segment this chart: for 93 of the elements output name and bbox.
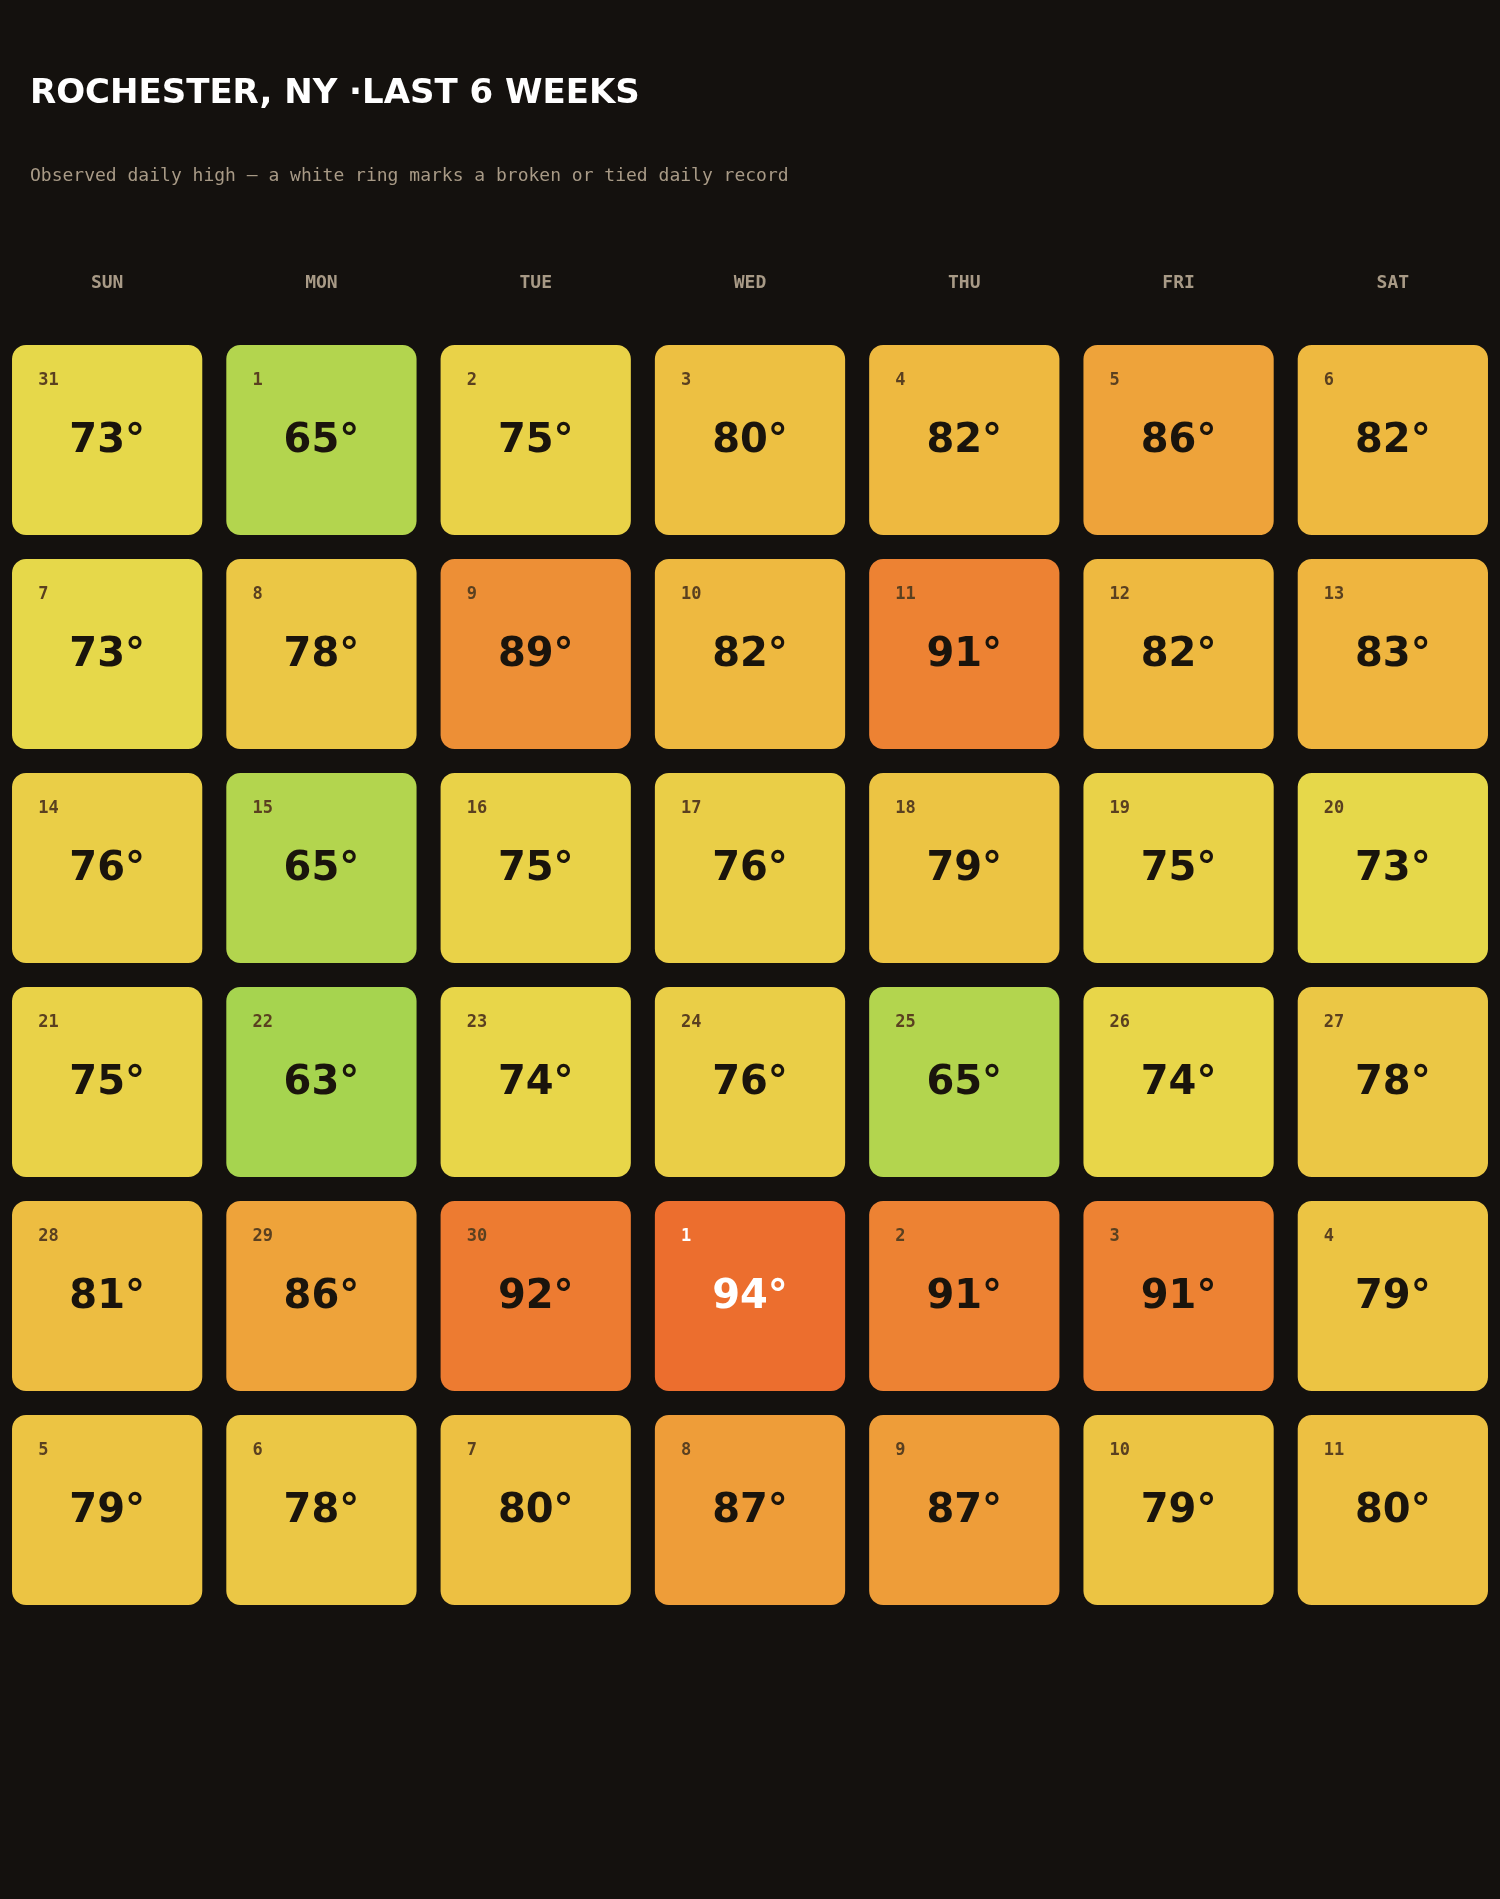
- data-label: 91°: [926, 1271, 1003, 1317]
- annotation: 12: [1109, 583, 1131, 603]
- annotation: 31: [38, 369, 59, 389]
- annotation: 16: [466, 797, 488, 817]
- annotation: 18: [895, 797, 916, 817]
- data-label: 80°: [1355, 1485, 1431, 1531]
- data-label: 78°: [283, 1485, 360, 1531]
- x-tick-label: MON: [305, 270, 338, 292]
- annotation: 28: [38, 1225, 59, 1245]
- annotation: 20: [1323, 797, 1345, 817]
- annotation: 8: [681, 1439, 692, 1459]
- data-label: 75°: [1140, 843, 1217, 889]
- annotation: 5: [38, 1439, 49, 1459]
- data-label: 73°: [69, 415, 145, 461]
- data-label: 81°: [69, 1271, 145, 1317]
- annotation: 9: [466, 583, 477, 603]
- data-label: 87°: [926, 1485, 1003, 1531]
- annotation: 21: [38, 1011, 59, 1031]
- annotation: 3: [681, 369, 692, 389]
- data-label: 65°: [283, 415, 360, 461]
- data-label: 76°: [712, 1057, 788, 1103]
- data-label: 65°: [926, 1057, 1003, 1103]
- annotation: 11: [1323, 1439, 1345, 1459]
- data-label: 82°: [1140, 629, 1217, 675]
- annotation: 23: [466, 1011, 488, 1031]
- data-label: 73°: [69, 629, 145, 675]
- annotation: 25: [895, 1011, 916, 1031]
- annotation: 26: [1109, 1011, 1131, 1031]
- annotation: 5: [1109, 369, 1120, 389]
- data-label: 83°: [1355, 629, 1431, 675]
- annotation: 10: [1109, 1439, 1131, 1459]
- data-label: 79°: [926, 843, 1003, 889]
- annotation: 15: [252, 797, 273, 817]
- chart-title: ROCHESTER, NY ·LAST 6 WEEKS: [30, 71, 640, 111]
- annotation: 3: [1109, 1225, 1120, 1245]
- annotation: 4: [1323, 1225, 1335, 1245]
- data-label: 76°: [712, 843, 788, 889]
- annotation: 17: [681, 797, 702, 817]
- annotation: 30: [466, 1225, 488, 1245]
- annotation: 1: [681, 1225, 692, 1245]
- x-tick-label: THU: [948, 270, 981, 292]
- data-label: 79°: [69, 1485, 145, 1531]
- x-tick-label: SUN: [90, 270, 124, 292]
- annotation: 6: [252, 1439, 263, 1459]
- data-label: 75°: [69, 1057, 145, 1103]
- chart-subtitle: Observed daily high — a white ring marks a broken or tied daily record: [30, 164, 789, 185]
- data-label: 80°: [712, 415, 788, 461]
- data-label: 78°: [283, 629, 360, 675]
- data-label: 86°: [1140, 415, 1217, 461]
- annotation: 9: [895, 1439, 906, 1459]
- annotation: 27: [1323, 1011, 1345, 1031]
- x-tick-label: TUE: [519, 270, 552, 292]
- data-label: 73°: [1355, 843, 1431, 889]
- annotation: 7: [466, 1439, 477, 1459]
- annotation: 29: [252, 1225, 273, 1245]
- annotation: 11: [895, 583, 916, 603]
- data-label: 92°: [497, 1271, 574, 1317]
- annotation: 10: [681, 583, 702, 603]
- data-label: 74°: [497, 1057, 574, 1103]
- annotation: 2: [466, 369, 477, 389]
- x-tick-label: WED: [733, 270, 767, 292]
- data-label: 79°: [1355, 1271, 1431, 1317]
- data-label: 80°: [497, 1485, 574, 1531]
- annotation: 1: [252, 369, 263, 389]
- data-label: 63°: [283, 1057, 360, 1103]
- data-label: 74°: [1140, 1057, 1217, 1103]
- x-tick-label: SAT: [1376, 270, 1410, 292]
- data-label: 89°: [497, 629, 574, 675]
- data-label: 91°: [926, 629, 1003, 675]
- data-label: 78°: [1355, 1057, 1431, 1103]
- annotation: 7: [38, 583, 49, 603]
- annotation: 6: [1323, 369, 1335, 389]
- data-label: 76°: [69, 843, 145, 889]
- annotation: 13: [1323, 583, 1345, 603]
- annotation: 8: [252, 583, 263, 603]
- data-label: 79°: [1140, 1485, 1217, 1531]
- data-label: 91°: [1140, 1271, 1217, 1317]
- data-label: 86°: [283, 1271, 360, 1317]
- data-label: 75°: [497, 415, 574, 461]
- data-label: 82°: [926, 415, 1003, 461]
- data-label: 94°: [712, 1271, 788, 1317]
- data-label: 82°: [1355, 415, 1431, 461]
- x-tick-label: FRI: [1162, 270, 1195, 292]
- annotation: 24: [681, 1011, 702, 1031]
- annotation: 2: [895, 1225, 906, 1245]
- data-label: 82°: [712, 629, 788, 675]
- annotation: 14: [38, 797, 59, 817]
- annotation: 4: [895, 369, 906, 389]
- annotation: 22: [252, 1011, 273, 1031]
- annotation: 19: [1109, 797, 1131, 817]
- data-label: 75°: [497, 843, 574, 889]
- data-label: 65°: [283, 843, 360, 889]
- data-label: 87°: [712, 1485, 788, 1531]
